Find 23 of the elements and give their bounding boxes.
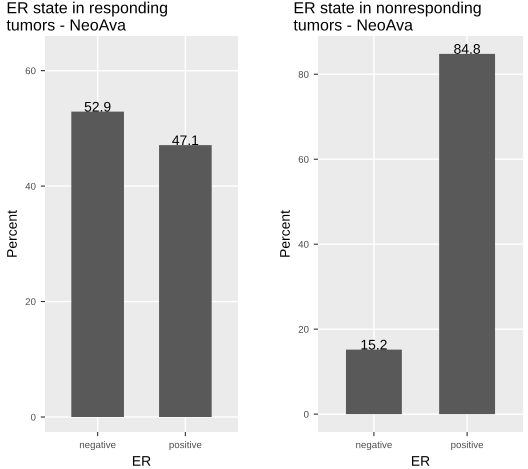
y-tick-label: 0	[304, 410, 309, 418]
y-tick-label: 60	[26, 67, 36, 74]
y-tick-label: 0	[30, 414, 36, 421]
x-tick-label: positive	[451, 441, 484, 450]
data-label: 47.1	[172, 135, 198, 145]
x-axis-title: ER	[132, 456, 150, 466]
x-axis-title: ER	[412, 456, 430, 466]
y-tick-label: 20	[298, 326, 309, 333]
y-tick-label: 40	[298, 240, 309, 248]
data-label: 15.2	[361, 340, 387, 350]
y-tick-label: 60	[298, 156, 309, 163]
x-tick-label: negative	[356, 441, 392, 450]
y-axis-title: Percent	[7, 210, 17, 257]
y-axis-title: Percent	[280, 210, 290, 257]
x-tick-label: positive	[170, 441, 202, 450]
x-tick-label: negative	[80, 441, 116, 450]
data-label: 52.9	[84, 102, 110, 112]
y-tick-label: 20	[26, 298, 36, 306]
chart-title: ER state in responding tumors - NeoAva	[6, 2, 167, 31]
y-tick-label: 40	[25, 182, 36, 190]
data-label: 84.8	[454, 44, 480, 54]
y-tick-label: 80	[298, 70, 309, 78]
chart-title: ER state in nonresponding tumors - NeoAva	[294, 2, 481, 31]
